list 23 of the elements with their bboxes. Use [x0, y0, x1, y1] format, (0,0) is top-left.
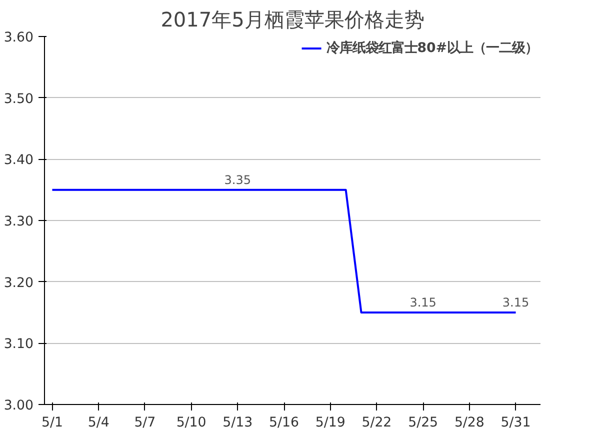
y-tick-label: 3.40 — [4, 153, 34, 168]
legend-label: 冷库纸袋红富士80#以上（一二级） — [326, 39, 538, 57]
x-tick-label: 5/19 — [315, 416, 346, 430]
x-tick-label: 5/4 — [88, 416, 110, 430]
data-label: 3.35 — [224, 172, 252, 187]
x-tick-label: 5/25 — [408, 416, 438, 430]
data-label: 3.15 — [410, 296, 436, 310]
x-tick-label: 5/28 — [454, 416, 484, 430]
x-tick-label: 5/13 — [222, 416, 253, 430]
y-tick-label: 3.30 — [4, 214, 34, 230]
x-tick-label: 5/7 — [134, 416, 156, 430]
x-tick-label: 5/31 — [500, 416, 531, 430]
chart-title: 2017年5月栖霞苹果价格走势 — [160, 8, 424, 32]
x-tick-label: 5/16 — [269, 416, 299, 430]
y-tick-label: 3.50 — [4, 92, 34, 107]
y-tick-label: 3.60 — [4, 30, 34, 46]
y-tick-label: 3.20 — [4, 276, 34, 291]
data-label: 3.15 — [502, 296, 530, 310]
y-tick-label: 3.10 — [4, 337, 34, 352]
x-tick-label: 5/1 — [42, 416, 63, 430]
x-tick-label: 5/10 — [176, 416, 206, 430]
x-tick-label: 5/22 — [362, 416, 392, 430]
y-tick-label: 3.00 — [4, 398, 34, 414]
